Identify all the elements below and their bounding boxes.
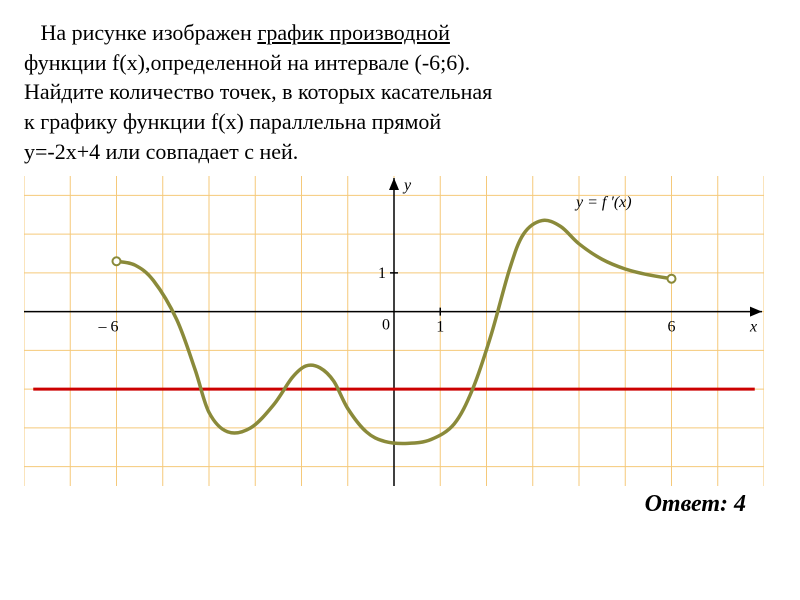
svg-text:y: y xyxy=(402,177,412,194)
answer-block: Ответ: 4 xyxy=(24,488,776,520)
problem-text: На рисунке изображен график производной … xyxy=(24,18,776,166)
problem-line-1: На рисунке изображен график производной xyxy=(24,18,776,48)
problem-line-1-plain: На рисунке изображен xyxy=(24,20,257,45)
svg-text:6: 6 xyxy=(668,319,676,336)
answer-label: Ответ: xyxy=(645,491,728,517)
problem-line-2: функции f(x),определенной на интервале (… xyxy=(24,48,776,78)
svg-text:1: 1 xyxy=(436,319,444,336)
answer-value: 4 xyxy=(734,491,746,517)
problem-line-4: к графику функции f(x) параллельна прямо… xyxy=(24,107,776,137)
chart-svg: 0 1 1 y x – 6 6 y = f ′(x) xyxy=(24,176,764,486)
problem-line-3: Найдите количество точек, в которых каса… xyxy=(24,77,776,107)
svg-text:0: 0 xyxy=(382,317,390,334)
svg-text:– 6: – 6 xyxy=(98,319,119,336)
derivative-chart: 0 1 1 y x – 6 6 y = f ′(x) xyxy=(24,176,776,486)
problem-line-1-underlined: график производной xyxy=(257,20,450,45)
svg-text:x: x xyxy=(749,319,757,336)
svg-text:y = f ′(x): y = f ′(x) xyxy=(574,194,632,211)
problem-line-5: y=-2x+4 или совпадает с ней. xyxy=(24,137,776,167)
svg-text:1: 1 xyxy=(378,265,386,282)
